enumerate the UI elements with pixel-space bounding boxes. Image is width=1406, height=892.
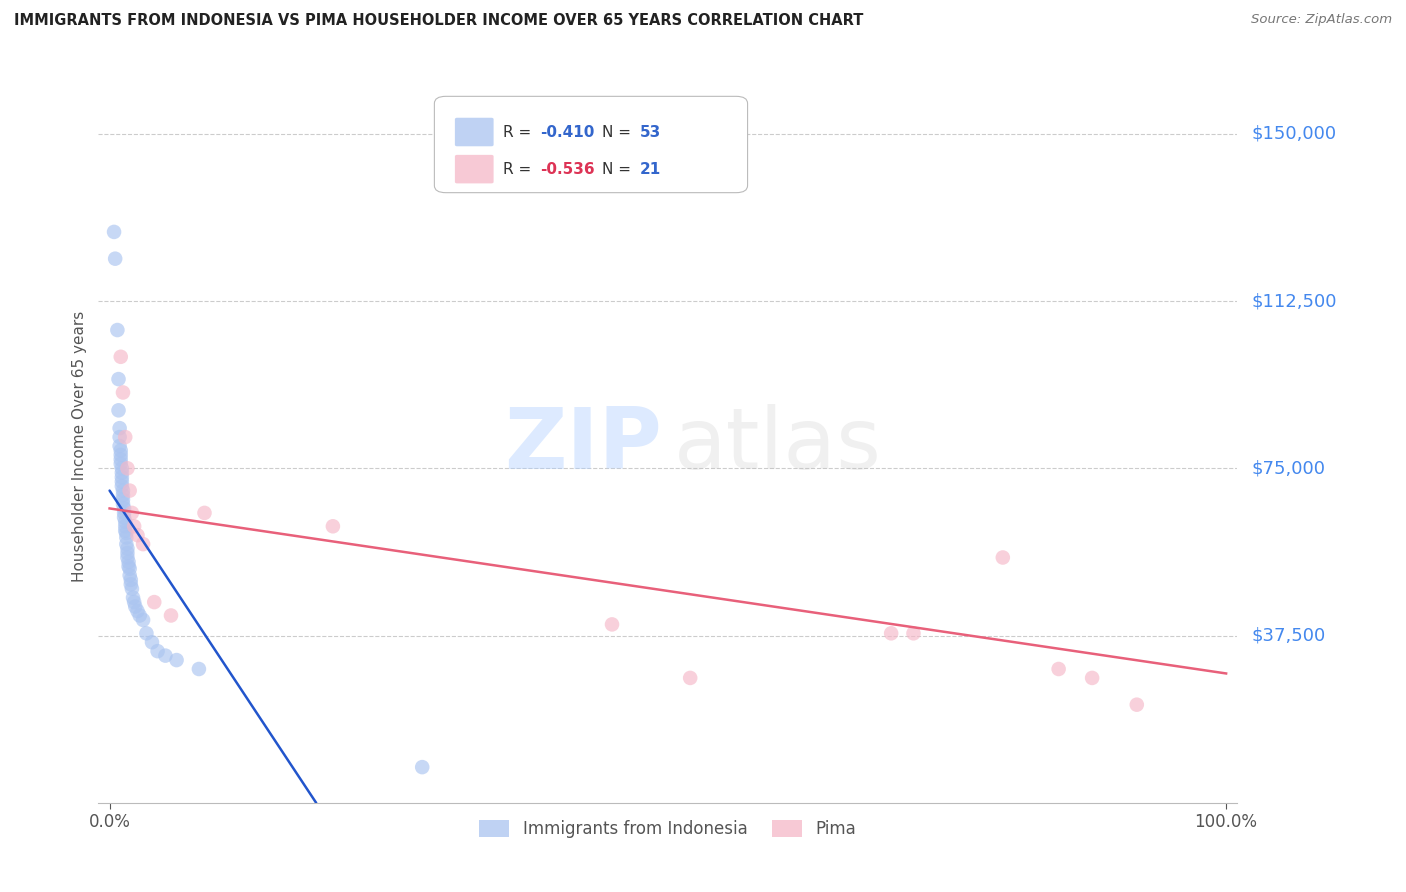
Point — [155, 648, 177, 663]
Point — [160, 608, 183, 623]
Point — [117, 461, 139, 475]
Point — [120, 577, 142, 591]
Point — [128, 608, 150, 623]
Point — [187, 662, 209, 676]
Text: Source: ZipAtlas.com: Source: ZipAtlas.com — [1251, 13, 1392, 27]
Text: $75,000: $75,000 — [1251, 459, 1326, 477]
Point — [110, 443, 132, 458]
Point — [110, 350, 132, 364]
Point — [103, 225, 125, 239]
Point — [1081, 671, 1104, 685]
Legend: Immigrants from Indonesia, Pima: Immigrants from Indonesia, Pima — [472, 813, 863, 845]
Text: 21: 21 — [640, 161, 661, 177]
Point — [110, 457, 132, 471]
Point — [132, 613, 155, 627]
Text: $150,000: $150,000 — [1251, 125, 1336, 143]
FancyBboxPatch shape — [434, 96, 748, 193]
Point — [117, 550, 139, 565]
Point — [118, 562, 141, 576]
Point — [111, 483, 134, 498]
Point — [108, 421, 131, 435]
Point — [880, 626, 903, 640]
Point — [115, 530, 138, 544]
Point — [1047, 662, 1070, 676]
Point — [115, 537, 138, 551]
Text: atlas: atlas — [673, 404, 882, 488]
Point — [600, 617, 623, 632]
Point — [132, 537, 155, 551]
Point — [112, 510, 135, 524]
Point — [108, 430, 131, 444]
Point — [111, 488, 134, 502]
Point — [118, 568, 141, 582]
Point — [111, 385, 134, 400]
Point — [322, 519, 344, 533]
Point — [146, 644, 169, 658]
Point — [111, 470, 134, 484]
Text: 53: 53 — [640, 125, 661, 139]
Point — [122, 595, 145, 609]
Point — [110, 448, 132, 462]
FancyBboxPatch shape — [456, 118, 494, 146]
Point — [111, 466, 134, 480]
Point — [193, 506, 215, 520]
Point — [117, 541, 139, 556]
Point — [903, 626, 925, 640]
Point — [120, 573, 142, 587]
Point — [114, 519, 136, 533]
Point — [1126, 698, 1149, 712]
Y-axis label: Householder Income Over 65 years: Householder Income Over 65 years — [72, 310, 87, 582]
Point — [141, 635, 163, 649]
Point — [115, 525, 138, 540]
Point — [107, 323, 129, 337]
Point — [114, 524, 136, 538]
Point — [111, 461, 134, 475]
FancyBboxPatch shape — [456, 155, 494, 184]
Point — [117, 559, 139, 574]
Point — [112, 501, 135, 516]
Point — [111, 475, 134, 489]
Point — [117, 546, 139, 560]
Point — [127, 604, 149, 618]
Text: -0.536: -0.536 — [540, 161, 595, 177]
Point — [679, 671, 702, 685]
Point — [127, 528, 149, 542]
Point — [114, 515, 136, 529]
Point — [107, 403, 129, 417]
Point — [108, 439, 131, 453]
Point — [117, 555, 139, 569]
Point — [104, 252, 127, 266]
Point — [111, 479, 134, 493]
Point — [124, 599, 146, 614]
Point — [118, 483, 141, 498]
Point — [166, 653, 188, 667]
Point — [991, 550, 1014, 565]
Point — [122, 591, 145, 605]
Point — [111, 492, 134, 507]
Point — [135, 626, 157, 640]
Point — [121, 582, 143, 596]
Point — [107, 372, 129, 386]
Point — [110, 452, 132, 467]
Text: -0.410: -0.410 — [540, 125, 595, 139]
Text: R =: R = — [503, 161, 536, 177]
Text: N =: N = — [602, 161, 636, 177]
Point — [122, 519, 145, 533]
Point — [112, 506, 135, 520]
Point — [411, 760, 433, 774]
Point — [143, 595, 166, 609]
Point — [121, 506, 143, 520]
Text: R =: R = — [503, 125, 536, 139]
Point — [114, 430, 136, 444]
Text: ZIP: ZIP — [505, 404, 662, 488]
Text: IMMIGRANTS FROM INDONESIA VS PIMA HOUSEHOLDER INCOME OVER 65 YEARS CORRELATION C: IMMIGRANTS FROM INDONESIA VS PIMA HOUSEH… — [14, 13, 863, 29]
Text: $112,500: $112,500 — [1251, 292, 1337, 310]
Text: N =: N = — [602, 125, 636, 139]
Text: $37,500: $37,500 — [1251, 626, 1326, 645]
Point — [111, 497, 134, 511]
